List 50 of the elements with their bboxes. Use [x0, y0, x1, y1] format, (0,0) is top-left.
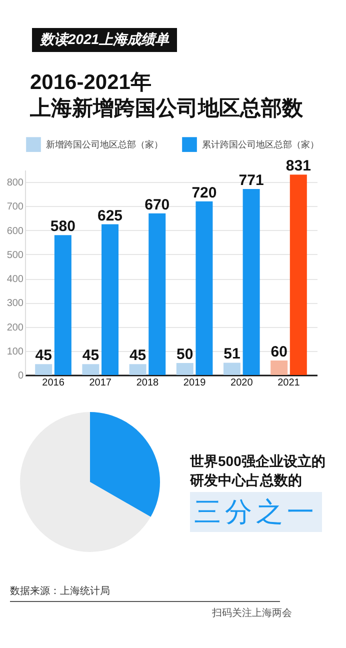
bar [35, 364, 52, 375]
y-tick-label: 0 [18, 370, 24, 382]
bar [176, 362, 194, 375]
y-tick-label: 800 [6, 178, 24, 189]
bar [82, 364, 100, 375]
data-label: 45 [82, 347, 100, 364]
bar [148, 213, 166, 375]
chart-subtitle: 上海新增跨国公司地区总部数 [30, 96, 303, 122]
data-label: 580 [50, 218, 76, 236]
data-label: 60 [270, 344, 288, 361]
bar [290, 174, 307, 375]
legend-label: 新增跨国公司地区总部（家） [46, 140, 163, 150]
pie-slice [90, 412, 160, 517]
y-tick-label: 300 [6, 298, 24, 310]
x-tick-label: 2019 [183, 378, 206, 388]
y-tick-label: 200 [6, 322, 24, 334]
chart-title: 2016-2021年 [30, 70, 152, 96]
pie-slice [20, 412, 151, 552]
data-label: 720 [192, 184, 217, 202]
bar [54, 235, 72, 375]
bar [270, 360, 288, 375]
data-label: 45 [129, 347, 146, 364]
y-tick-label: 600 [6, 226, 24, 237]
data-label: 625 [98, 207, 123, 224]
text: 数读2021上海成绩单 [32, 28, 178, 52]
y-tick-label: 500 [6, 250, 24, 261]
data-label: 670 [144, 196, 170, 214]
text: 扫码关注上海两会 [212, 606, 292, 620]
source-note: 数据来源：上海统计局 [10, 584, 110, 598]
data-label: 831 [286, 158, 311, 175]
x-tick-label: 2016 [42, 378, 65, 388]
bar [129, 364, 146, 375]
data-label: 771 [238, 172, 264, 190]
bar [196, 201, 213, 375]
data-label: 51 [224, 346, 240, 363]
text: 世界500强企业设立的研发中心占总数的 [190, 452, 326, 490]
x-tick-label: 2021 [278, 378, 300, 388]
x-tick-label: 2018 [136, 378, 160, 388]
data-label: 50 [176, 346, 194, 363]
bar [242, 189, 260, 375]
x-tick-label: 2020 [230, 378, 254, 388]
bar [223, 362, 240, 375]
text: 三分之一 [190, 492, 322, 532]
x-tick-label: 2017 [89, 378, 112, 388]
y-tick-label: 400 [6, 274, 24, 286]
y-tick-label: 100 [6, 346, 24, 358]
y-tick-label: 700 [6, 202, 24, 213]
data-label: 45 [35, 347, 52, 364]
bar [102, 224, 119, 375]
legend-label: 累计跨国公司地区总部（家） [202, 140, 319, 150]
